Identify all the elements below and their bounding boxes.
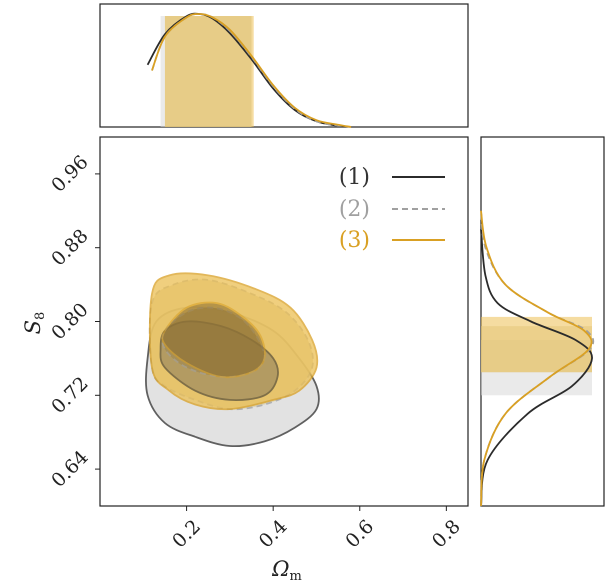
x-tick-label: 0.8: [428, 516, 465, 553]
omega-m-marginal-panel: [99, 3, 469, 128]
legend: (1) (2) (3): [339, 165, 445, 253]
y-tick-label: 0.64: [47, 446, 92, 491]
legend-label-2: (2): [339, 197, 370, 222]
y-axis-title: S8: [21, 312, 48, 335]
s8-marginal-panel: [480, 136, 605, 507]
x-axis-title: Ωm: [271, 557, 302, 583]
contour-68-3: [161, 301, 266, 379]
legend-label-3: (3): [339, 228, 370, 253]
legend-label-1: (1): [339, 165, 370, 190]
top-panel-frame: [99, 3, 469, 128]
y-tick-label: 0.96: [47, 151, 92, 196]
joint-contour-panel: 0.2 0.4 0.6 0.8 0.64 0.72 0.80 0.88 0.96: [47, 136, 469, 553]
s8-curve-1: [480, 229, 593, 507]
y-tick-label: 0.72: [47, 373, 92, 418]
s8-curve-3: [480, 210, 593, 507]
y-tick-label: 0.88: [47, 225, 92, 270]
omega-m-curve-3: [151, 13, 352, 128]
s8-band-3: [481, 316, 592, 373]
x-tick-label: 0.2: [168, 516, 205, 553]
omega-m-band-3: [164, 16, 254, 127]
y-tick-label: 0.80: [47, 299, 92, 344]
x-tick-label: 0.4: [255, 516, 292, 553]
x-tick-label: 0.6: [341, 516, 378, 553]
